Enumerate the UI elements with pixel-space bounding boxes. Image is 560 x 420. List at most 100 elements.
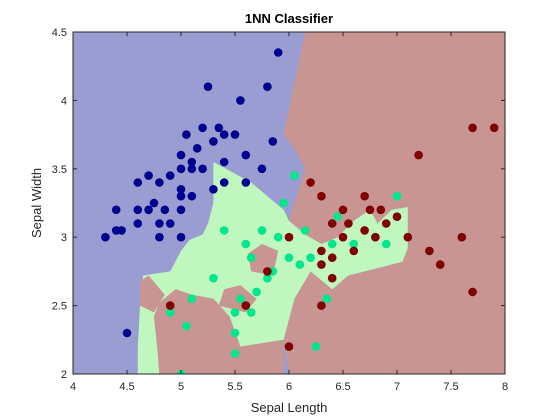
data-point-class-1 xyxy=(273,48,283,57)
data-point-class-1 xyxy=(241,178,251,187)
data-point-class-2 xyxy=(284,253,294,262)
data-point-class-1 xyxy=(257,164,267,174)
data-point-class-3 xyxy=(349,246,359,256)
data-point-class-2 xyxy=(230,328,240,338)
data-point-class-2 xyxy=(300,226,310,235)
data-point-class-1 xyxy=(176,232,186,242)
data-point-class-3 xyxy=(457,232,467,242)
data-point-class-1 xyxy=(133,219,143,228)
data-point-class-3 xyxy=(344,219,353,228)
data-point-class-1 xyxy=(144,205,153,215)
data-point-class-3 xyxy=(317,191,326,201)
data-point-class-2 xyxy=(273,232,283,242)
data-point-class-2 xyxy=(236,294,245,304)
data-point-class-1 xyxy=(219,130,229,139)
x-tick-label: 4 xyxy=(70,381,76,393)
data-point-class-2 xyxy=(263,273,272,283)
data-point-class-1 xyxy=(263,82,272,91)
data-point-class-1 xyxy=(198,123,207,133)
data-point-class-1 xyxy=(111,205,121,215)
y-tick-label: 4 xyxy=(61,95,67,107)
data-point-class-1 xyxy=(192,144,202,153)
data-point-class-1 xyxy=(187,164,197,174)
data-point-class-2 xyxy=(230,349,240,358)
data-point-class-1 xyxy=(165,219,175,228)
data-point-class-3 xyxy=(425,246,434,256)
data-point-class-2 xyxy=(165,308,175,317)
data-point-class-1 xyxy=(155,219,164,228)
data-point-class-3 xyxy=(165,301,175,310)
decision-region-class-3 xyxy=(248,244,279,276)
data-point-class-1 xyxy=(203,82,213,91)
data-point-class-3 xyxy=(241,301,251,310)
data-point-class-3 xyxy=(360,226,369,235)
data-point-class-3 xyxy=(317,260,326,269)
data-point-class-2 xyxy=(246,308,256,317)
data-point-class-3 xyxy=(284,232,294,242)
data-point-class-1 xyxy=(219,157,229,167)
data-point-class-3 xyxy=(317,301,326,310)
data-point-class-2 xyxy=(311,342,321,351)
data-point-class-1 xyxy=(187,157,197,167)
data-point-class-3 xyxy=(327,253,337,262)
data-point-class-3 xyxy=(376,205,386,215)
data-point-class-2 xyxy=(392,191,402,201)
y-tick-label: 3.5 xyxy=(52,164,67,176)
data-point-class-1 xyxy=(155,232,164,242)
chart-title: 1NN Classifier xyxy=(245,11,333,26)
x-tick-label: 7 xyxy=(394,381,400,393)
data-point-class-2 xyxy=(187,294,197,304)
x-axis: 4 4.5 5 5.5 6 6.5 7 7.5 8 xyxy=(70,32,508,393)
data-point-class-2 xyxy=(381,239,391,249)
data-point-class-1 xyxy=(214,123,224,133)
y-tick-label: 3 xyxy=(61,232,67,244)
data-point-class-3 xyxy=(468,123,477,133)
x-tick-label: 5 xyxy=(178,381,184,393)
data-point-class-1 xyxy=(176,185,186,194)
y-tick-label: 4.5 xyxy=(52,27,67,39)
data-point-class-3 xyxy=(414,150,423,160)
decision-region-class-3 xyxy=(283,32,505,374)
data-point-class-1 xyxy=(176,150,186,160)
data-point-class-2 xyxy=(279,198,288,208)
data-point-class-2 xyxy=(246,253,256,262)
data-point-class-1 xyxy=(117,226,126,235)
data-point-class-2 xyxy=(252,287,261,297)
data-point-class-2 xyxy=(327,239,337,249)
data-point-class-3 xyxy=(365,205,375,215)
data-point-class-2 xyxy=(219,226,229,235)
data-point-class-3 xyxy=(392,212,402,221)
data-point-class-2 xyxy=(295,260,305,269)
data-point-class-3 xyxy=(360,191,369,201)
data-point-class-2 xyxy=(182,321,191,331)
decision-region-class-3 xyxy=(154,289,284,374)
plot-area xyxy=(73,32,505,374)
x-tick-label: 5.5 xyxy=(227,381,242,393)
x-tick-label: 6 xyxy=(286,381,292,393)
data-point-class-1 xyxy=(176,205,186,215)
data-point-class-2 xyxy=(333,212,342,221)
y-tick-label: 2 xyxy=(61,369,67,381)
data-point-class-1 xyxy=(101,232,110,242)
data-point-class-3 xyxy=(468,287,477,297)
data-point-class-2 xyxy=(209,273,218,283)
data-point-class-1 xyxy=(144,171,153,180)
data-point-class-3 xyxy=(284,342,294,351)
x-tick-label: 4.5 xyxy=(119,381,134,393)
x-axis-label: Sepal Length xyxy=(251,400,328,415)
data-point-class-3 xyxy=(371,232,380,242)
data-point-class-1 xyxy=(236,96,245,105)
data-point-class-3 xyxy=(489,123,499,133)
data-point-class-3 xyxy=(306,178,315,187)
data-point-class-1 xyxy=(268,137,278,146)
data-point-class-2 xyxy=(349,239,359,249)
data-point-class-1 xyxy=(230,130,240,139)
y-axis: 2 2.5 3 3.5 4 4.5 xyxy=(52,27,505,381)
y-tick-label: 2.5 xyxy=(52,301,67,313)
data-point-class-1 xyxy=(133,178,143,187)
data-point-class-1 xyxy=(182,130,191,139)
data-point-class-1 xyxy=(187,191,197,201)
data-point-class-1 xyxy=(160,205,170,215)
data-point-class-3 xyxy=(403,232,413,242)
data-point-class-1 xyxy=(165,171,175,180)
